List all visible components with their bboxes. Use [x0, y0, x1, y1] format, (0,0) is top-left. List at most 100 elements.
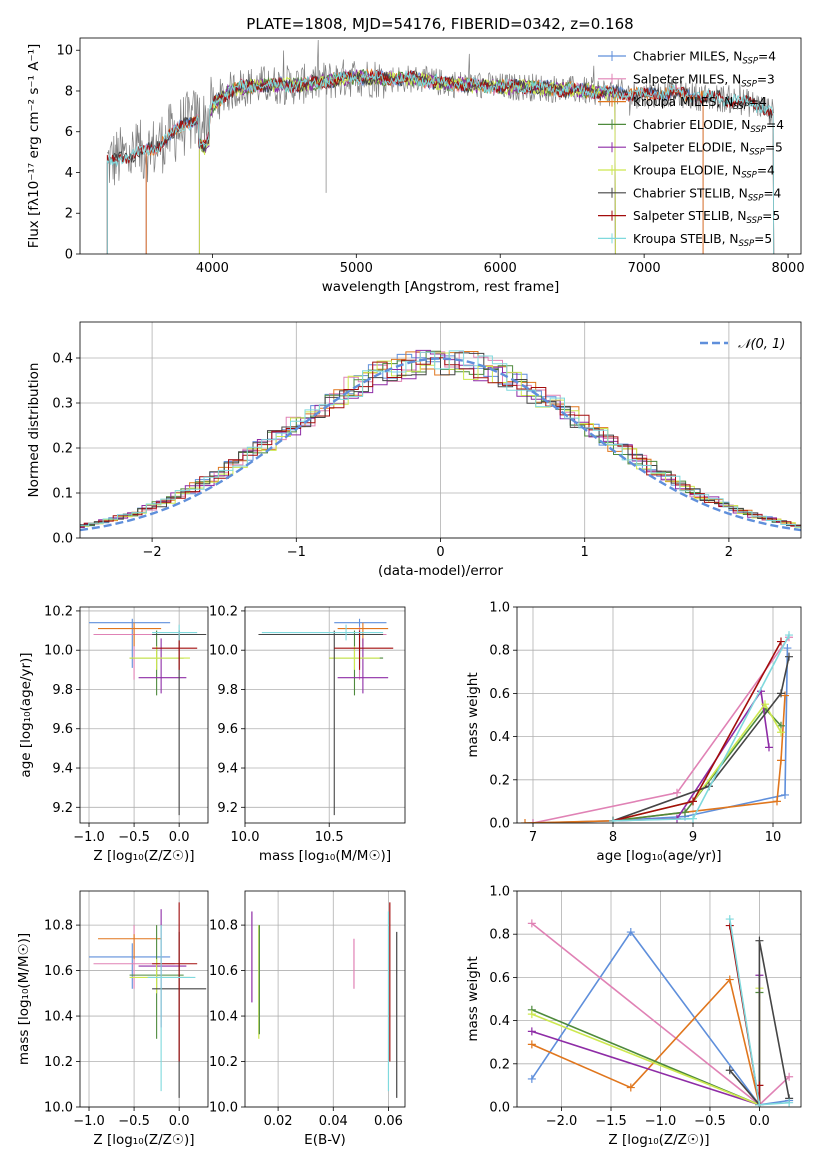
massweight-vs-age-point	[777, 689, 785, 698]
massweight-vs-age-point	[785, 631, 793, 640]
massweight-vs-age-ytick-label: 0.2	[489, 773, 510, 788]
age-vs-Z-ytick-label: 9.6	[52, 722, 73, 737]
massweight-vs-Z-point	[527, 1040, 536, 1049]
legend-entry: Salpeter MILES, NSSP=3	[633, 72, 775, 89]
massweight-vs-Z-point	[755, 1100, 764, 1107]
mass-vs-Z-axes	[80, 891, 208, 1108]
massweight-vs-age-xtick-label: 10	[765, 830, 782, 845]
spectrum-axes	[106, 39, 775, 254]
mass-vs-Z-ytick-label: 10.4	[44, 1010, 73, 1025]
mass-vs-EBV-xtick-label: 0.06	[374, 1114, 403, 1129]
spectrum-legend: Chabrier MILES, NSSP=4 Salpeter MILES, NS…	[598, 50, 784, 249]
spectrum-ytick-label: 6	[65, 125, 73, 140]
mass-vs-EBV-frame	[244, 890, 406, 1108]
mass-vs-EBV-ytick-label: 10.6	[209, 964, 238, 979]
mass-vs-EBV-ytick-label: 10.4	[209, 1010, 238, 1025]
spectrum-ylabel: Flux [fλ10⁻¹⁷ erg cm⁻² s⁻¹ A⁻¹]	[26, 44, 42, 249]
legend-entry: Kroupa MILES, NSSP=4	[633, 95, 767, 112]
massweight-vs-Z-axes	[517, 890, 801, 1108]
massweight-vs-Z-series-2	[531, 977, 761, 1105]
age-vs-Z-plot-area	[89, 618, 207, 816]
mass-vs-Z-xtick-label: −0.5	[118, 1114, 150, 1129]
mass-vs-EBV-ytick-label: 10.0	[209, 1101, 238, 1116]
mass-vs-EBV-ytick-label: 10.2	[209, 1055, 238, 1070]
massweight-vs-age-ytick-label: 0.6	[489, 687, 510, 702]
massweight-vs-age-xlabel: age [log₁₀(age/yr)]	[596, 848, 721, 864]
massweight-vs-Z-point	[725, 1066, 734, 1075]
massweight-vs-age-frame	[516, 606, 802, 824]
massweight-vs-age-point	[777, 728, 785, 737]
massweight-vs-Z-point	[626, 928, 635, 937]
massweight-vs-Z-point	[527, 1074, 536, 1083]
massweight-vs-age-point	[529, 819, 537, 823]
legend-entry: Salpeter STELIB, NSSP=5	[633, 209, 780, 226]
mass-vs-Z-ytick-label: 10.2	[44, 1055, 73, 1070]
legend-entry: Kroupa STELIB, NSSP=5	[633, 232, 772, 249]
massweight-vs-Z-ytick-label: 0.2	[489, 1057, 510, 1072]
massweight-vs-Z-point	[527, 919, 536, 928]
mass-vs-Z-plot-area	[89, 902, 207, 1098]
spectrum-xtick-label: 5000	[340, 261, 373, 276]
massweight-vs-age-ytick-label: 0.0	[489, 817, 510, 832]
residuals-ylabel: Normed distribution	[26, 363, 42, 498]
model-spectrum-kroupa-stelib	[106, 70, 775, 254]
massweight-vs-age-series-6	[612, 656, 790, 822]
massweight-vs-age-point	[781, 790, 789, 799]
massweight-vs-age-xtick-label: 7	[529, 830, 537, 845]
mass-vs-Z-frame	[79, 890, 209, 1108]
massweight-vs-Z-ytick-label: 0.4	[489, 1014, 510, 1029]
massweight-vs-age-point	[783, 644, 792, 653]
massweight-vs-Z-point	[527, 1010, 536, 1019]
residuals-plot-area	[80, 349, 801, 532]
massweight-vs-Z-xtick-label: 0.0	[749, 1114, 770, 1129]
massweight-vs-Z-xtick-label: −2.0	[546, 1114, 578, 1129]
spectrum-ytick-label: 10	[56, 44, 73, 59]
massweight-vs-age-point	[777, 756, 785, 765]
massweight-vs-Z-ytick-label: 0.8	[489, 928, 510, 943]
legend-entry: Chabrier MILES, NSSP=4	[633, 50, 776, 67]
age-vs-Z-xlabel: Z [log₁₀(Z/Z☉)]	[93, 848, 194, 864]
residuals-ytick-label: 0.1	[52, 487, 73, 502]
age-vs-Z-xtick-label: −1.0	[73, 830, 105, 845]
massweight-vs-age-point	[761, 700, 769, 709]
residuals-xtick-label: 1	[581, 545, 589, 560]
age-vs-mass-ytick-label: 10.2	[209, 604, 238, 619]
mass-vs-Z-xtick-label: −1.0	[73, 1114, 105, 1129]
massweight-vs-Z-point	[725, 915, 734, 924]
age-vs-mass-ytick-label: 10.0	[209, 644, 238, 659]
age-vs-mass-xtick-label: 10.5	[315, 830, 344, 845]
legend-entry: Salpeter ELODIE, NSSP=5	[633, 141, 783, 158]
age-vs-mass-ytick-label: 9.2	[217, 801, 238, 816]
age-vs-Z-ytick-label: 10.0	[44, 644, 73, 659]
massweight-vs-Z-ytick-label: 0.0	[489, 1101, 510, 1116]
massweight-vs-Z-xtick-label: −1.0	[645, 1114, 677, 1129]
residuals-ytick-label: 0.2	[52, 442, 73, 457]
residuals-xtick-label: 0	[436, 545, 444, 560]
mass-vs-EBV-xtick-label: 0.02	[264, 1114, 293, 1129]
age-vs-Z-ytick-label: 10.2	[44, 604, 73, 619]
age-vs-mass-plot-area	[258, 618, 394, 816]
massweight-vs-age-xtick-label: 8	[609, 830, 617, 845]
massweight-vs-Z-ylabel: mass weight	[465, 956, 481, 1041]
mass-vs-EBV-ytick-label: 10.8	[209, 919, 238, 934]
massweight-vs-age-point	[609, 816, 617, 823]
mass-vs-Z-ytick-label: 10.8	[44, 919, 73, 934]
age-vs-mass-xtick-label: 10.0	[231, 830, 260, 845]
age-vs-Z-ytick-label: 9.2	[52, 801, 73, 816]
normal-curve	[80, 357, 801, 532]
mass-vs-EBV-plot-area	[251, 902, 398, 1098]
age-vs-mass-ytick-label: 9.4	[217, 762, 238, 777]
massweight-vs-age-point	[785, 652, 793, 661]
spectrum-ytick-label: 2	[65, 207, 73, 222]
massweight-vs-Z-xtick-label: −0.5	[694, 1114, 726, 1129]
residuals-ytick-label: 0.4	[52, 352, 73, 367]
massweight-vs-Z-frame	[516, 890, 802, 1108]
residuals-xtick-label: 2	[725, 545, 733, 560]
spectrum-frame	[79, 37, 802, 255]
age-vs-Z-xtick-label: 0.0	[169, 830, 190, 845]
massweight-vs-Z-ytick-label: 0.6	[489, 971, 510, 986]
massweight-vs-age-point	[689, 814, 697, 823]
residuals-xtick-label: −1	[287, 545, 306, 560]
legend-entry: Chabrier ELODIE, NSSP=4	[633, 118, 784, 135]
legend-entry: Chabrier STELIB, NSSP=4	[633, 186, 782, 203]
